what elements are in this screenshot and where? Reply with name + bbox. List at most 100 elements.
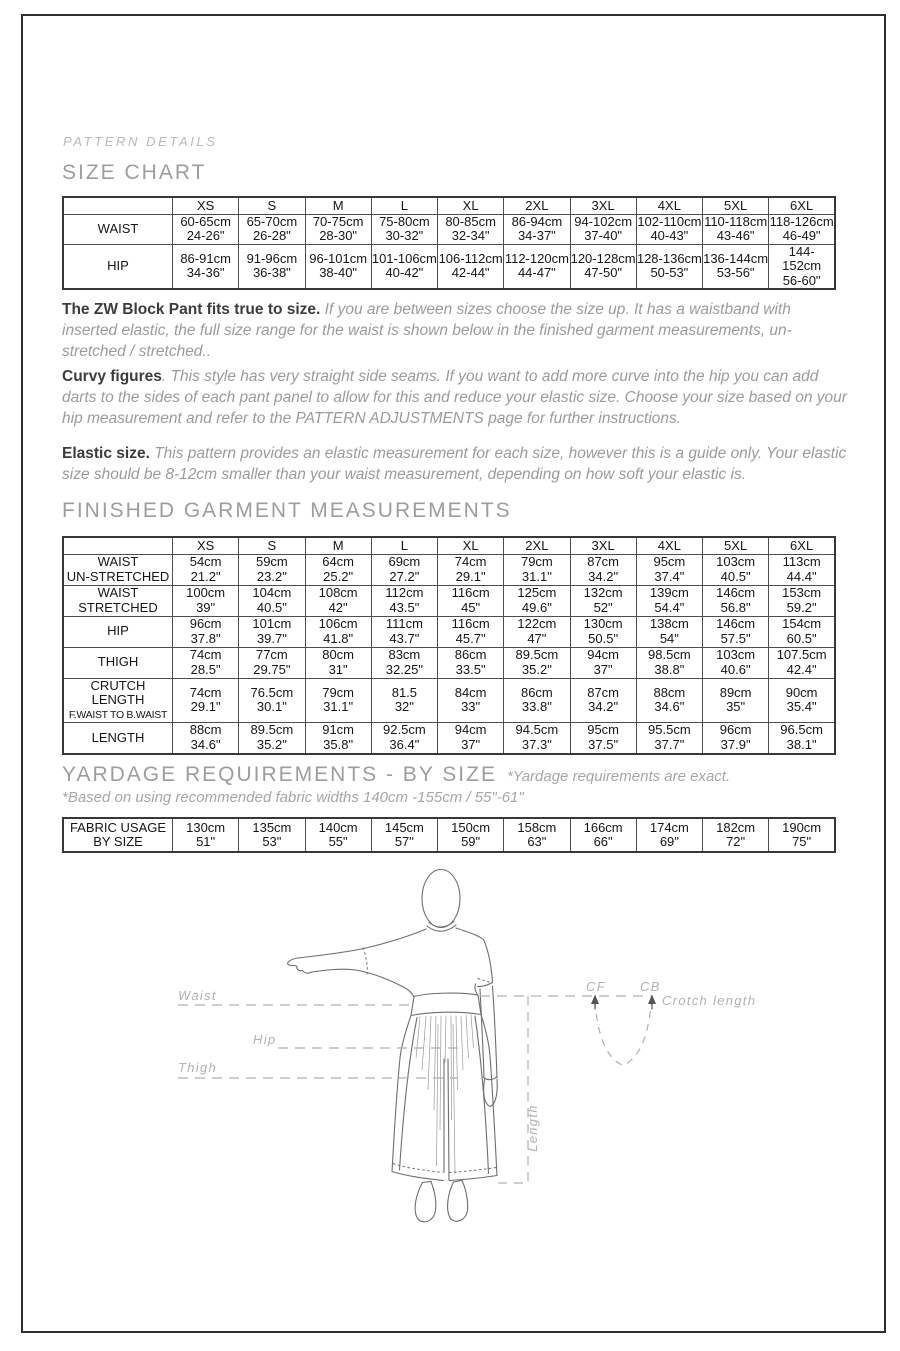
table-cell: 102-110cm 40-43"	[635, 213, 704, 245]
figure-forearm-inner	[479, 988, 485, 1078]
hip-label: Hip	[253, 1032, 276, 1047]
table-cell: 69cm 27.2"	[370, 553, 439, 586]
column-header: 4XL	[635, 536, 704, 555]
table-cell: 54cm 21.2"	[171, 553, 240, 586]
row-label: CRUTCH LENGTH F.WAIST TO B.WAIST	[62, 677, 173, 723]
row-label: THIGH	[62, 646, 173, 679]
column-header: XL	[436, 536, 505, 555]
table-cell: 86-94cm 34-37"	[503, 213, 571, 245]
neckband-outer	[426, 924, 457, 932]
figure-forearm-outer	[491, 985, 498, 1079]
neckband-inner	[428, 920, 455, 928]
row-label: WAIST STRETCHED	[62, 584, 173, 617]
column-header: S	[238, 536, 306, 555]
column-header: L	[370, 536, 439, 555]
figure-right-sleeve-outer	[455, 927, 494, 984]
table-cell: 88cm 34.6"	[635, 677, 704, 723]
finished-garment-title: FINISHED GARMENT MEASUREMENTS	[62, 499, 512, 522]
table-cell: 89.5cm 35.2"	[503, 646, 571, 679]
cf-arrow-icon	[591, 994, 599, 1004]
finished-garment-table: XS S M L XL 2XL 3XL 4XL 5XL 6XL WAIST UN-STRETCHED 5…	[62, 536, 836, 755]
table-cell: 150cm 59"	[436, 817, 505, 853]
table-cell: 95.5cm 37.7"	[635, 722, 704, 754]
pant-right-inseam	[447, 1058, 450, 1181]
waistband-ends	[410, 994, 482, 1017]
column-header: 2XL	[503, 196, 571, 215]
table-cell: 77cm 29.75"	[238, 646, 306, 679]
table-cell: 136-144cm 53-56"	[701, 243, 770, 290]
left-foot	[414, 1180, 437, 1223]
figure-hand-right	[483, 1078, 498, 1108]
table-cell: 87cm 34.2"	[569, 553, 637, 586]
table-cell: 75-80cm 30-32"	[370, 213, 439, 245]
table-cell: 91-96cm 36-38"	[238, 243, 306, 290]
table-cell: 89cm 35"	[701, 677, 770, 723]
table-cell: 146cm 57.5"	[701, 615, 770, 648]
table-row: THIGH 74cm 28.5" 77cm 29.75" 80cm 31" 83cm 3…	[62, 646, 836, 679]
column-header: 3XL	[569, 536, 637, 555]
left-hem-stitch	[392, 1163, 443, 1173]
size-chart-title: SIZE CHART	[62, 161, 207, 184]
table-cell: 138cm 54"	[635, 615, 704, 648]
garment-detail-lines	[415, 1014, 474, 1175]
pant-left-hem	[391, 1170, 445, 1182]
table-cell: 94cm 37"	[436, 722, 505, 754]
right-cuff-stitch	[477, 978, 493, 984]
table-cell: 95cm 37.5"	[569, 722, 637, 754]
table-cell: 94.5cm 37.3"	[503, 722, 571, 754]
table-row: WAIST STRETCHED 100cm 39" 104cm 40.5" 108cm …	[62, 584, 836, 617]
fit-note-lead: The ZW Block Pant fits true to size.	[62, 300, 321, 318]
table-cell: 96.5cm 38.1"	[768, 722, 836, 754]
elastic-size-lead: Elastic size.	[62, 444, 150, 462]
row-label: WAIST UN-STRETCHED	[62, 553, 173, 586]
curvy-figures-note: Curvy figures. This style has very strai…	[62, 366, 848, 429]
table-cell: 122cm 47"	[503, 615, 571, 648]
table-cell: 110-118cm 43-46"	[701, 213, 770, 245]
table-cell: 125cm 49.6"	[503, 584, 571, 617]
row-label: WAIST	[62, 213, 173, 245]
left-cuff-stitch	[362, 947, 368, 976]
fit-note-body: If you are between sizes choose the size…	[62, 300, 792, 360]
table-cell: 140cm 55"	[304, 817, 372, 853]
waist-label: Waist	[178, 988, 217, 1003]
table-cell: 144-152cm 56-60"	[768, 243, 836, 290]
table-cell: 130cm 50.5"	[569, 615, 637, 648]
table-cell: 94-102cm 37-40"	[569, 213, 637, 245]
table-cell: 145cm 57"	[370, 817, 439, 853]
column-header: L	[370, 196, 439, 215]
figure-right-underarm	[474, 983, 479, 996]
table-row: WAIST UN-STRETCHED 54cm 21.2" 59cm 23.2" 64c…	[62, 553, 836, 586]
table-cell: 101cm 39.7"	[238, 615, 306, 648]
table-cell: 106-112cm 42-44"	[436, 243, 505, 290]
table-cell: 83cm 32.25"	[370, 646, 439, 679]
table-cell: 81.5 32"	[370, 677, 439, 723]
thigh-label: Thigh	[178, 1060, 217, 1075]
table-cell: 118-126cm 46-49"	[768, 213, 836, 245]
table-cell: 86cm 33.5"	[436, 646, 505, 679]
garment-measurement-diagram: Waist Hip Thigh CF CB Crotch length Leng…	[150, 858, 780, 1240]
table-row: FABRIC USAGE BY SIZE 130cm 51" 135cm 53" 140…	[62, 817, 836, 853]
figure-feet	[414, 1179, 469, 1223]
figure-right-sleeve-hem	[476, 981, 494, 988]
table-cell: 74cm 28.5"	[171, 646, 240, 679]
table-cell: 89.5cm 35.2"	[238, 722, 306, 754]
table-cell: 91cm 35.8"	[304, 722, 372, 754]
table-cell: 60-65cm 24-26"	[171, 213, 240, 245]
table-cell: 70-75cm 28-30"	[304, 213, 372, 245]
row-label: HIP	[62, 243, 173, 290]
table-cell: 128-136cm 50-53"	[635, 243, 704, 290]
table-cell: 59cm 23.2"	[238, 553, 306, 586]
waist-gathers	[415, 1014, 474, 1131]
figure-head	[421, 868, 461, 929]
column-header: 2XL	[503, 536, 571, 555]
leg-creases	[436, 1023, 456, 1175]
crotch-curve	[594, 1000, 653, 1067]
table-cell: 79cm 31.1"	[503, 553, 571, 586]
yardage-title: YARDAGE REQUIREMENTS - BY SIZE *Yardage r…	[62, 763, 730, 787]
right-foot	[447, 1179, 469, 1222]
table-cell: 64cm 25.2"	[304, 553, 372, 586]
figure-wrist	[482, 1075, 498, 1081]
table-cell: 107.5cm 42.4"	[768, 646, 836, 679]
figure-illustration: Waist Hip Thigh CF CB Crotch length Leng…	[178, 868, 755, 1223]
yardage-table: FABRIC USAGE BY SIZE 130cm 51" 135cm 53" 140…	[62, 817, 836, 853]
